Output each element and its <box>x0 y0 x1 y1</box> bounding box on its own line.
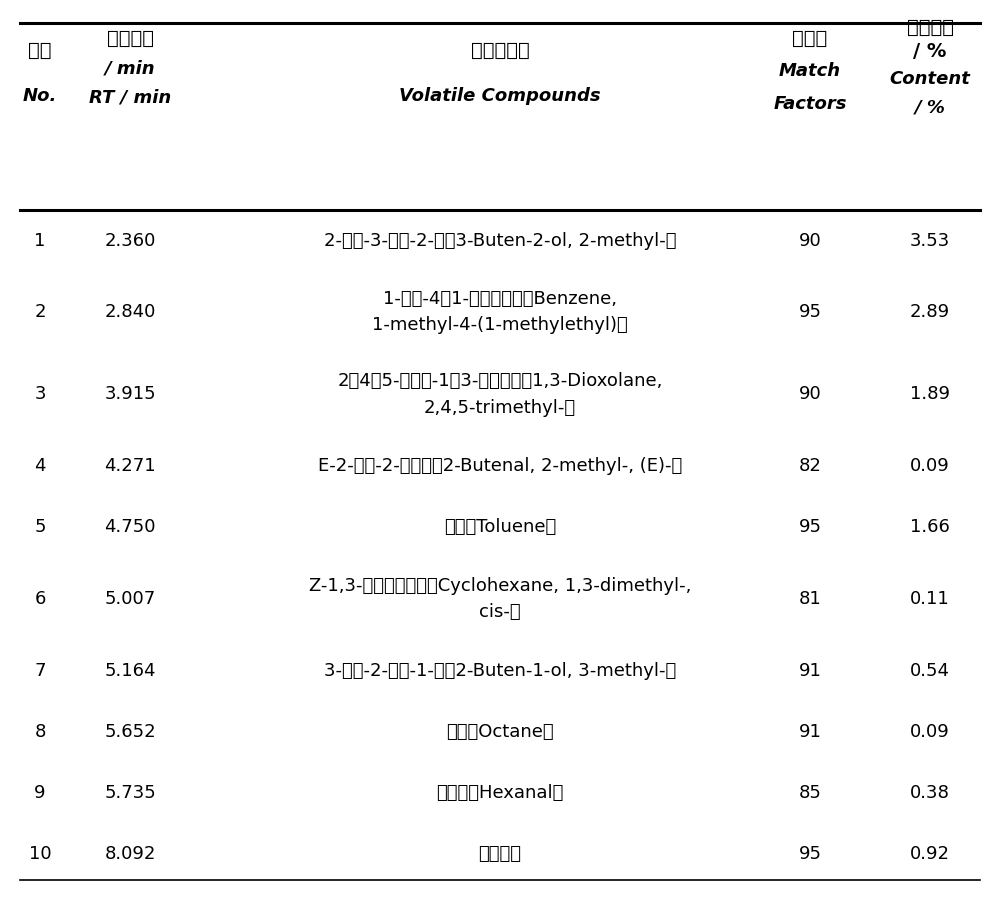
Text: 82: 82 <box>799 457 821 475</box>
Text: Volatile Compounds: Volatile Compounds <box>399 87 601 105</box>
Text: 0.09: 0.09 <box>910 723 950 740</box>
Text: 4: 4 <box>34 457 46 475</box>
Text: 4.271: 4.271 <box>104 457 156 475</box>
Text: 挥发性成分: 挥发性成分 <box>471 41 529 59</box>
Text: 3: 3 <box>34 385 46 404</box>
Text: RT / min: RT / min <box>89 89 171 107</box>
Text: 5.007: 5.007 <box>104 590 156 608</box>
Text: 0.38: 0.38 <box>910 784 950 802</box>
Text: 91: 91 <box>799 662 821 679</box>
Text: 2.360: 2.360 <box>104 232 156 249</box>
Text: 2-甲基-3-丁烯-2-醇（3-Buten-2-ol, 2-methyl-）: 2-甲基-3-丁烯-2-醇（3-Buten-2-ol, 2-methyl-） <box>324 232 676 249</box>
Text: 3.915: 3.915 <box>104 385 156 404</box>
Text: Factors: Factors <box>773 95 847 113</box>
Text: 95: 95 <box>798 303 822 321</box>
Text: / min: / min <box>105 59 155 78</box>
Text: 1.89: 1.89 <box>910 385 950 404</box>
Text: 0.92: 0.92 <box>910 845 950 863</box>
Text: 5.164: 5.164 <box>104 662 156 679</box>
Text: 0.54: 0.54 <box>910 662 950 679</box>
Text: 9: 9 <box>34 784 46 802</box>
Text: Z-1,3-二甲基环己烷（Cyclohexane, 1,3-dimethyl-,
cis-）: Z-1,3-二甲基环己烷（Cyclohexane, 1,3-dimethyl-,… <box>309 577 691 621</box>
Text: 编号: 编号 <box>28 41 52 59</box>
Text: 91: 91 <box>799 723 821 740</box>
Text: 匹配度: 匹配度 <box>792 29 828 47</box>
Text: / %: / % <box>913 42 947 60</box>
Text: 8.092: 8.092 <box>104 845 156 863</box>
Text: E-2-甲基-2-丁烯醛（2-Butenal, 2-methyl-, (E)-）: E-2-甲基-2-丁烯醛（2-Butenal, 2-methyl-, (E)-） <box>318 457 682 475</box>
Text: Content: Content <box>890 70 970 89</box>
Text: 1.66: 1.66 <box>910 519 950 536</box>
Text: Match: Match <box>779 62 841 80</box>
Text: 相对含量: 相对含量 <box>906 18 954 37</box>
Text: 8: 8 <box>34 723 46 740</box>
Text: 81: 81 <box>799 590 821 608</box>
Text: / %: / % <box>915 99 945 117</box>
Text: 1-甲基-4（1-异丙基）苯（Benzene,
1-methyl-4-(1-methylethyl)）: 1-甲基-4（1-异丙基）苯（Benzene, 1-methyl-4-(1-me… <box>372 290 628 334</box>
Text: 90: 90 <box>799 385 821 404</box>
Text: 0.09: 0.09 <box>910 457 950 475</box>
Text: 85: 85 <box>799 784 821 802</box>
Text: 10: 10 <box>29 845 51 863</box>
Text: 2.89: 2.89 <box>910 303 950 321</box>
Text: 5.735: 5.735 <box>104 784 156 802</box>
Text: 正己醛（Hexanal）: 正己醛（Hexanal） <box>436 784 564 802</box>
Text: 2: 2 <box>34 303 46 321</box>
Text: 甲苯（Toluene）: 甲苯（Toluene） <box>444 519 556 536</box>
Text: 2.840: 2.840 <box>104 303 156 321</box>
Text: 6: 6 <box>34 590 46 608</box>
Text: 2，4，5-三甲基-1，3-二氧戊烷（1,3-Dioxolane,
2,4,5-trimethyl-）: 2，4，5-三甲基-1，3-二氧戊烷（1,3-Dioxolane, 2,4,5-… <box>337 373 663 416</box>
Text: 4.750: 4.750 <box>104 519 156 536</box>
Text: 5.652: 5.652 <box>104 723 156 740</box>
Text: 5: 5 <box>34 519 46 536</box>
Text: 95: 95 <box>798 845 822 863</box>
Text: 1: 1 <box>34 232 46 249</box>
Text: 辛烷（Octane）: 辛烷（Octane） <box>446 723 554 740</box>
Text: No.: No. <box>23 87 57 105</box>
Text: 95: 95 <box>798 519 822 536</box>
Text: 0.11: 0.11 <box>910 590 950 608</box>
Text: 90: 90 <box>799 232 821 249</box>
Text: 3.53: 3.53 <box>910 232 950 249</box>
Text: 间二甲苯: 间二甲苯 <box>479 845 522 863</box>
Text: 7: 7 <box>34 662 46 679</box>
Text: 3-甲基-2-丁烯-1-醇（2-Buten-1-ol, 3-methyl-）: 3-甲基-2-丁烯-1-醇（2-Buten-1-ol, 3-methyl-） <box>324 662 676 679</box>
Text: 保留时间: 保留时间 <box>106 29 154 47</box>
